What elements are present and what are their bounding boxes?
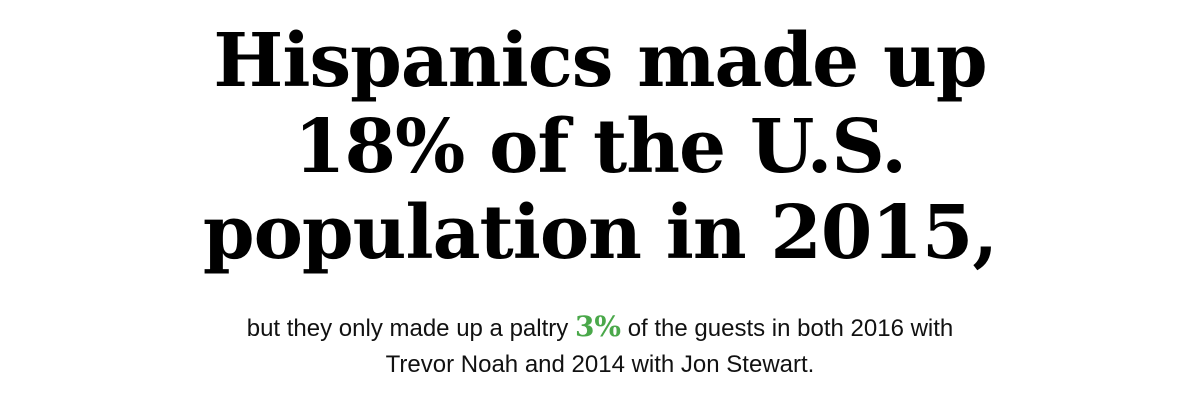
subtext-line-1-end: of the guests in both 2016 with [621,315,954,342]
subtext: but they only made up a paltry 3% of the… [0,309,1200,383]
headline-line-1: Hispanics made up [213,18,987,104]
subtext-line-1-start: but they only made up a paltry [246,315,575,342]
headline: Hispanics made up 18% of the U.S. popula… [0,18,1200,276]
subtext-line-1: but they only made up a paltry 3% of the… [0,309,1200,347]
subtext-line-2: Trevor Noah and 2014 with Jon Stewart. [385,351,815,378]
headline-line-2: 18% of the U.S. [294,104,907,190]
highlight-percentage: 3% [574,310,622,343]
headline-line-3: population in 2015, [202,190,998,276]
